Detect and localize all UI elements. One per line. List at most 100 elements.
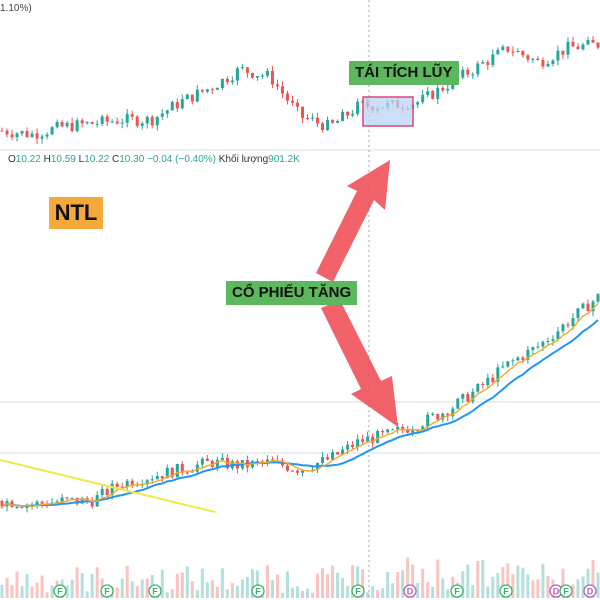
candle-body — [100, 488, 104, 496]
volume-bar — [306, 588, 310, 598]
marker-circle — [100, 584, 114, 598]
candle-body — [326, 457, 330, 460]
candle-body — [351, 113, 355, 116]
candle-body — [220, 457, 224, 460]
candle-body — [431, 91, 435, 99]
candle-body — [65, 122, 69, 127]
lower-candles-group — [0, 293, 600, 513]
candle-body — [486, 377, 490, 386]
volume-bar — [496, 573, 500, 598]
candle-body — [436, 413, 440, 420]
candle-body — [175, 102, 179, 109]
volume-bar — [381, 588, 385, 598]
candle-body — [255, 76, 259, 78]
top-percent-label: 1.10%) — [0, 3, 32, 14]
marker-circle — [450, 584, 464, 598]
volume-bar — [80, 573, 84, 598]
candle-body — [556, 50, 560, 61]
open-label: O — [8, 154, 16, 165]
candle-body — [110, 121, 114, 123]
financial-marker[interactable]: F — [559, 584, 573, 598]
candle-body — [321, 457, 325, 463]
candle-body — [35, 133, 39, 139]
volume-bar — [331, 565, 335, 598]
volume-bar — [10, 585, 14, 598]
reaccumulation-box — [362, 96, 414, 127]
volume-bar — [431, 586, 435, 598]
financial-marker[interactable]: F — [148, 584, 162, 598]
dividend-marker[interactable]: D — [583, 584, 597, 598]
candle-body — [130, 113, 134, 117]
candle-body — [531, 347, 535, 350]
low-value: 10.22 — [84, 154, 110, 165]
volume-bar — [426, 581, 430, 598]
volume-bar — [341, 577, 345, 598]
volume-bar — [165, 592, 169, 598]
candle-body — [466, 69, 470, 75]
volume-bar — [205, 582, 209, 598]
candle-body — [200, 89, 204, 92]
candle-body — [105, 116, 109, 122]
financial-marker[interactable]: F — [53, 584, 67, 598]
volume-bar — [481, 559, 485, 598]
volume-bar — [311, 592, 315, 598]
candle-body — [501, 46, 505, 50]
candle-body — [50, 127, 54, 135]
candle-body — [155, 476, 159, 480]
volume-bar — [421, 568, 425, 598]
candle-body — [150, 116, 154, 126]
dividend-marker[interactable]: D — [403, 584, 417, 598]
volume-bar — [441, 578, 445, 598]
financial-marker[interactable]: F — [100, 584, 114, 598]
marker-letter: F — [104, 587, 110, 597]
financial-marker[interactable]: F — [251, 584, 265, 598]
ma-slow-line — [1, 319, 599, 508]
candle-body — [591, 301, 595, 312]
candle-body — [40, 501, 44, 504]
marker-letter: F — [255, 587, 261, 597]
candle-body — [531, 58, 535, 60]
candle-body — [180, 463, 184, 473]
candle-body — [576, 46, 580, 50]
volume-bar — [125, 565, 129, 598]
marker-letter: F — [563, 587, 569, 597]
marker-letter: D — [407, 587, 414, 597]
candle-body — [581, 303, 585, 309]
candle-body — [571, 318, 575, 326]
volume-bar — [406, 557, 410, 598]
volume-bar — [301, 591, 305, 598]
volume-bar — [135, 586, 139, 598]
close-value: 10.30 — [119, 154, 145, 165]
candle-body — [290, 470, 294, 472]
candle-body — [225, 78, 229, 83]
candle-body — [356, 101, 360, 114]
volume-bar — [516, 565, 520, 598]
financial-marker[interactable]: F — [499, 584, 513, 598]
candle-body — [346, 112, 350, 116]
volume-bar — [75, 567, 79, 598]
candle-body — [346, 444, 350, 450]
volume-bar — [501, 567, 505, 598]
candle-body — [110, 483, 114, 495]
candle-body — [45, 134, 49, 137]
candle-body — [215, 459, 219, 468]
candle-body — [200, 458, 204, 465]
candle-body — [285, 93, 289, 101]
financial-marker[interactable]: F — [450, 584, 464, 598]
volume-bar — [200, 568, 204, 598]
candle-body — [566, 41, 570, 55]
candle-body — [391, 429, 395, 431]
volume-bar — [190, 580, 194, 598]
volume-bar — [225, 589, 229, 598]
candle-body — [596, 42, 600, 48]
financial-marker[interactable]: F — [351, 584, 365, 598]
volume-bar — [95, 567, 99, 598]
candle-body — [421, 94, 425, 103]
candle-body — [125, 480, 129, 488]
candle-body — [115, 483, 119, 487]
candle-body — [295, 102, 299, 107]
volume-bar — [416, 583, 420, 598]
volume-bar — [230, 583, 234, 598]
candle-body — [521, 357, 525, 360]
volume-bar — [20, 586, 24, 598]
